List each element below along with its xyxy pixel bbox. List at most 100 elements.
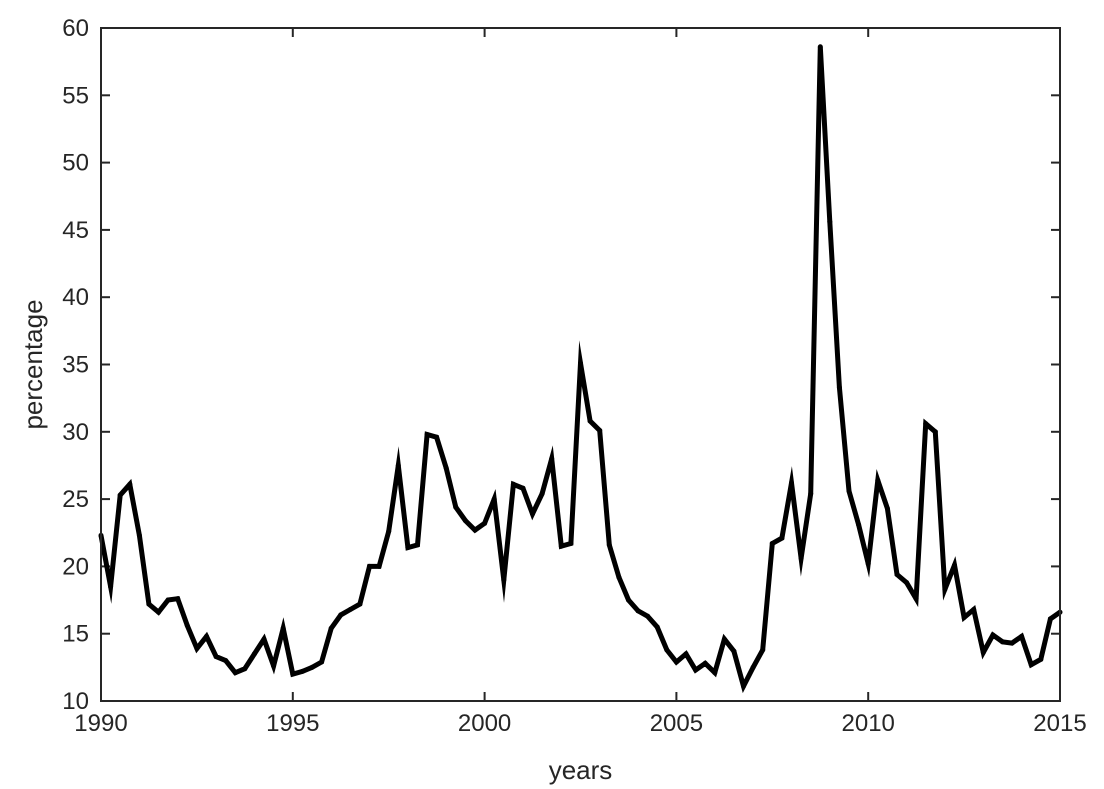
data-point (1019, 633, 1025, 639)
data-point (501, 577, 507, 583)
data-point (299, 668, 305, 674)
data-point (980, 650, 986, 655)
data-point (232, 670, 238, 676)
data-point (184, 623, 190, 629)
data-point (309, 664, 315, 670)
data-point (836, 384, 842, 390)
data-point (117, 492, 123, 498)
data-point (568, 541, 574, 546)
data-point (894, 572, 900, 577)
data-point (942, 586, 948, 592)
data-point (443, 465, 449, 471)
data-point (434, 434, 440, 440)
data-point (146, 601, 152, 607)
data-point (453, 504, 459, 510)
data-point (827, 219, 833, 225)
data-point (405, 545, 411, 551)
data-point (338, 612, 344, 618)
data-point (731, 648, 737, 654)
data-point (165, 597, 171, 603)
data-point (721, 636, 727, 642)
data-point (386, 528, 392, 534)
series-layer (98, 44, 1063, 694)
data-point (204, 633, 209, 639)
data-point (645, 613, 651, 619)
data-point (923, 421, 929, 427)
data-point (415, 542, 420, 548)
data-point (213, 654, 219, 660)
x-axis-label: years (549, 755, 613, 785)
data-point (702, 660, 708, 666)
data-point (530, 511, 535, 517)
data-point (251, 651, 257, 657)
data-point (769, 541, 775, 546)
data-point (750, 664, 756, 670)
data-point (367, 563, 372, 569)
x-tick-label: 2005 (650, 710, 703, 737)
data-point (242, 666, 248, 672)
y-tick-label: 15 (62, 621, 89, 648)
data-point (971, 607, 977, 612)
data-point (856, 522, 862, 528)
y-tick-label: 20 (62, 553, 89, 580)
data-point (462, 518, 468, 524)
data-point (990, 632, 996, 638)
data-point (932, 429, 938, 435)
data-point (1047, 616, 1053, 622)
y-tick-label: 55 (62, 82, 89, 109)
data-point (424, 432, 430, 437)
y-tick-label: 40 (62, 284, 89, 311)
data-point (520, 485, 526, 491)
data-point (290, 671, 296, 677)
x-tick-label: 2015 (1033, 710, 1086, 737)
data-point (779, 535, 785, 541)
data-point (760, 647, 766, 653)
series-line (98, 46, 1062, 694)
data-point (789, 480, 794, 486)
x-tick-label: 2010 (842, 710, 895, 737)
y-tick-label: 60 (62, 15, 89, 42)
data-point (712, 670, 718, 676)
data-point (223, 658, 229, 664)
data-point (328, 625, 334, 631)
data-point (587, 418, 593, 424)
data-point (472, 527, 478, 533)
data-point (808, 491, 814, 497)
data-point (961, 615, 967, 620)
data-point (376, 563, 382, 569)
y-tick-label: 35 (62, 352, 89, 379)
data-point (635, 608, 641, 614)
data-point (741, 683, 746, 689)
y-tick-labels: 10 15 20 25 30 35 40 45 50 55 60 (62, 15, 89, 715)
data-point (261, 636, 267, 642)
data-point (904, 580, 910, 586)
data-point (606, 542, 612, 548)
data-point (357, 601, 363, 607)
data-point (1028, 662, 1034, 668)
y-tick-label: 45 (62, 217, 89, 244)
data-point (319, 659, 325, 665)
data-point (136, 532, 142, 538)
data-point (1000, 639, 1005, 645)
data-point (280, 625, 286, 631)
data-point (1009, 640, 1015, 646)
data-point (175, 596, 181, 602)
data-point (597, 428, 603, 433)
data-point (913, 596, 919, 602)
data-point (271, 663, 277, 669)
y-tick-label: 50 (62, 150, 89, 177)
y-axis-label: percentage (18, 299, 48, 429)
data-point (626, 597, 631, 603)
data-point (108, 584, 114, 590)
data-point (865, 561, 871, 567)
data-point (482, 520, 488, 526)
data-point (884, 506, 890, 511)
axes-frame (100, 27, 1061, 702)
data-point (875, 477, 881, 483)
data-point (510, 481, 516, 487)
data-point (558, 543, 564, 549)
data-point (664, 647, 670, 653)
data-point (1038, 656, 1044, 662)
data-point (539, 491, 545, 497)
